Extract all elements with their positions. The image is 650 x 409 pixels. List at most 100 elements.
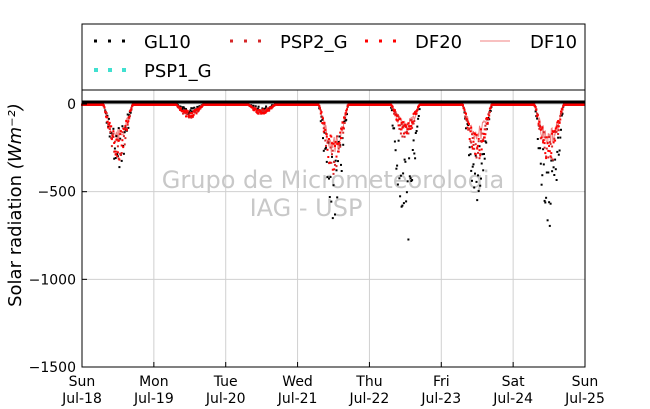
- data-point: [466, 120, 469, 122]
- data-point: [335, 165, 338, 168]
- y-tick-label: −500: [38, 185, 76, 201]
- data-point: [345, 109, 348, 112]
- data-point: [557, 120, 560, 123]
- data-point: [542, 141, 545, 144]
- data-point: [486, 121, 489, 124]
- data-point: [332, 142, 335, 145]
- data-point: [404, 123, 407, 126]
- data-point: [345, 118, 348, 121]
- data-point: [178, 106, 181, 109]
- data-point: [109, 131, 112, 133]
- data-point: [390, 109, 393, 112]
- data-point: [468, 138, 471, 140]
- data-point: [325, 146, 327, 149]
- data-point: [334, 140, 337, 143]
- data-point: [102, 104, 105, 107]
- data-point: [583, 103, 586, 106]
- data-point: [108, 121, 111, 124]
- data-point: [110, 138, 113, 141]
- data-point: [179, 109, 182, 111]
- data-point: [465, 127, 467, 130]
- data-point: [470, 126, 473, 129]
- data-point: [417, 106, 420, 109]
- data-point: [538, 120, 541, 123]
- data-point: [478, 145, 481, 148]
- data-point: [343, 122, 346, 124]
- series-psp2-g: [81, 103, 586, 175]
- data-point: [397, 139, 400, 142]
- data-point: [544, 201, 547, 204]
- data-point: [189, 112, 192, 115]
- data-point: [487, 117, 490, 119]
- data-point: [478, 149, 481, 152]
- data-point: [542, 163, 545, 166]
- data-point: [546, 142, 549, 145]
- data-point: [484, 140, 487, 143]
- data-point: [488, 107, 491, 110]
- data-point: [542, 139, 545, 142]
- data-point: [113, 142, 116, 144]
- data-point: [548, 201, 551, 204]
- data-point: [113, 140, 116, 143]
- data-point: [330, 200, 333, 203]
- data-point: [256, 109, 259, 112]
- data-point: [557, 129, 560, 132]
- data-point: [484, 133, 487, 136]
- data-point: [326, 148, 329, 151]
- data-point: [331, 153, 333, 156]
- data-point: [320, 111, 323, 114]
- data-point: [128, 117, 131, 120]
- data-point: [265, 105, 268, 108]
- data-point: [488, 114, 491, 117]
- data-point: [477, 174, 479, 177]
- data-point: [321, 115, 324, 118]
- legend-item-psp2-g: PSP2_G: [230, 32, 348, 53]
- data-point: [400, 123, 403, 126]
- data-point: [113, 147, 116, 150]
- data-point: [324, 139, 327, 142]
- data-point: [418, 108, 421, 111]
- data-point: [470, 169, 473, 172]
- data-point: [554, 158, 557, 161]
- x-tick-label-date: Jul-20: [205, 391, 246, 407]
- data-point: [333, 168, 336, 171]
- data-point: [560, 114, 563, 117]
- data-point: [197, 107, 199, 110]
- data-point: [541, 174, 544, 177]
- data-point: [116, 153, 119, 156]
- data-point: [337, 160, 339, 163]
- legend-swatch-dot: [94, 39, 97, 43]
- data-point: [184, 110, 187, 113]
- data-point: [111, 133, 114, 136]
- data-point: [191, 110, 193, 113]
- data-point: [323, 122, 326, 125]
- data-point: [396, 119, 399, 122]
- data-point: [408, 128, 411, 131]
- data-point: [332, 184, 335, 187]
- data-point: [333, 161, 336, 163]
- data-point: [327, 156, 330, 158]
- y-axis-label-unit: (Wm⁻²): [5, 103, 26, 169]
- data-point: [340, 137, 342, 140]
- data-point: [104, 111, 107, 114]
- data-point: [126, 123, 129, 126]
- data-point: [252, 104, 255, 107]
- data-point: [560, 112, 562, 115]
- data-point: [476, 199, 479, 202]
- data-point: [556, 121, 559, 124]
- data-point: [465, 112, 467, 115]
- data-point: [343, 117, 346, 120]
- data-point: [397, 115, 400, 118]
- data-point: [557, 136, 560, 139]
- legend: GL10 PSP2_G DF20 DF10 PSP1_G: [81, 23, 586, 91]
- data-point: [319, 120, 322, 123]
- data-point: [319, 112, 322, 115]
- data-point: [553, 174, 556, 176]
- data-point: [474, 154, 477, 157]
- data-point: [115, 150, 118, 153]
- data-point: [402, 172, 405, 175]
- x-tick-label-day: Sat: [502, 374, 525, 390]
- data-point: [471, 133, 473, 136]
- data-point: [545, 147, 548, 150]
- data-point: [125, 120, 128, 122]
